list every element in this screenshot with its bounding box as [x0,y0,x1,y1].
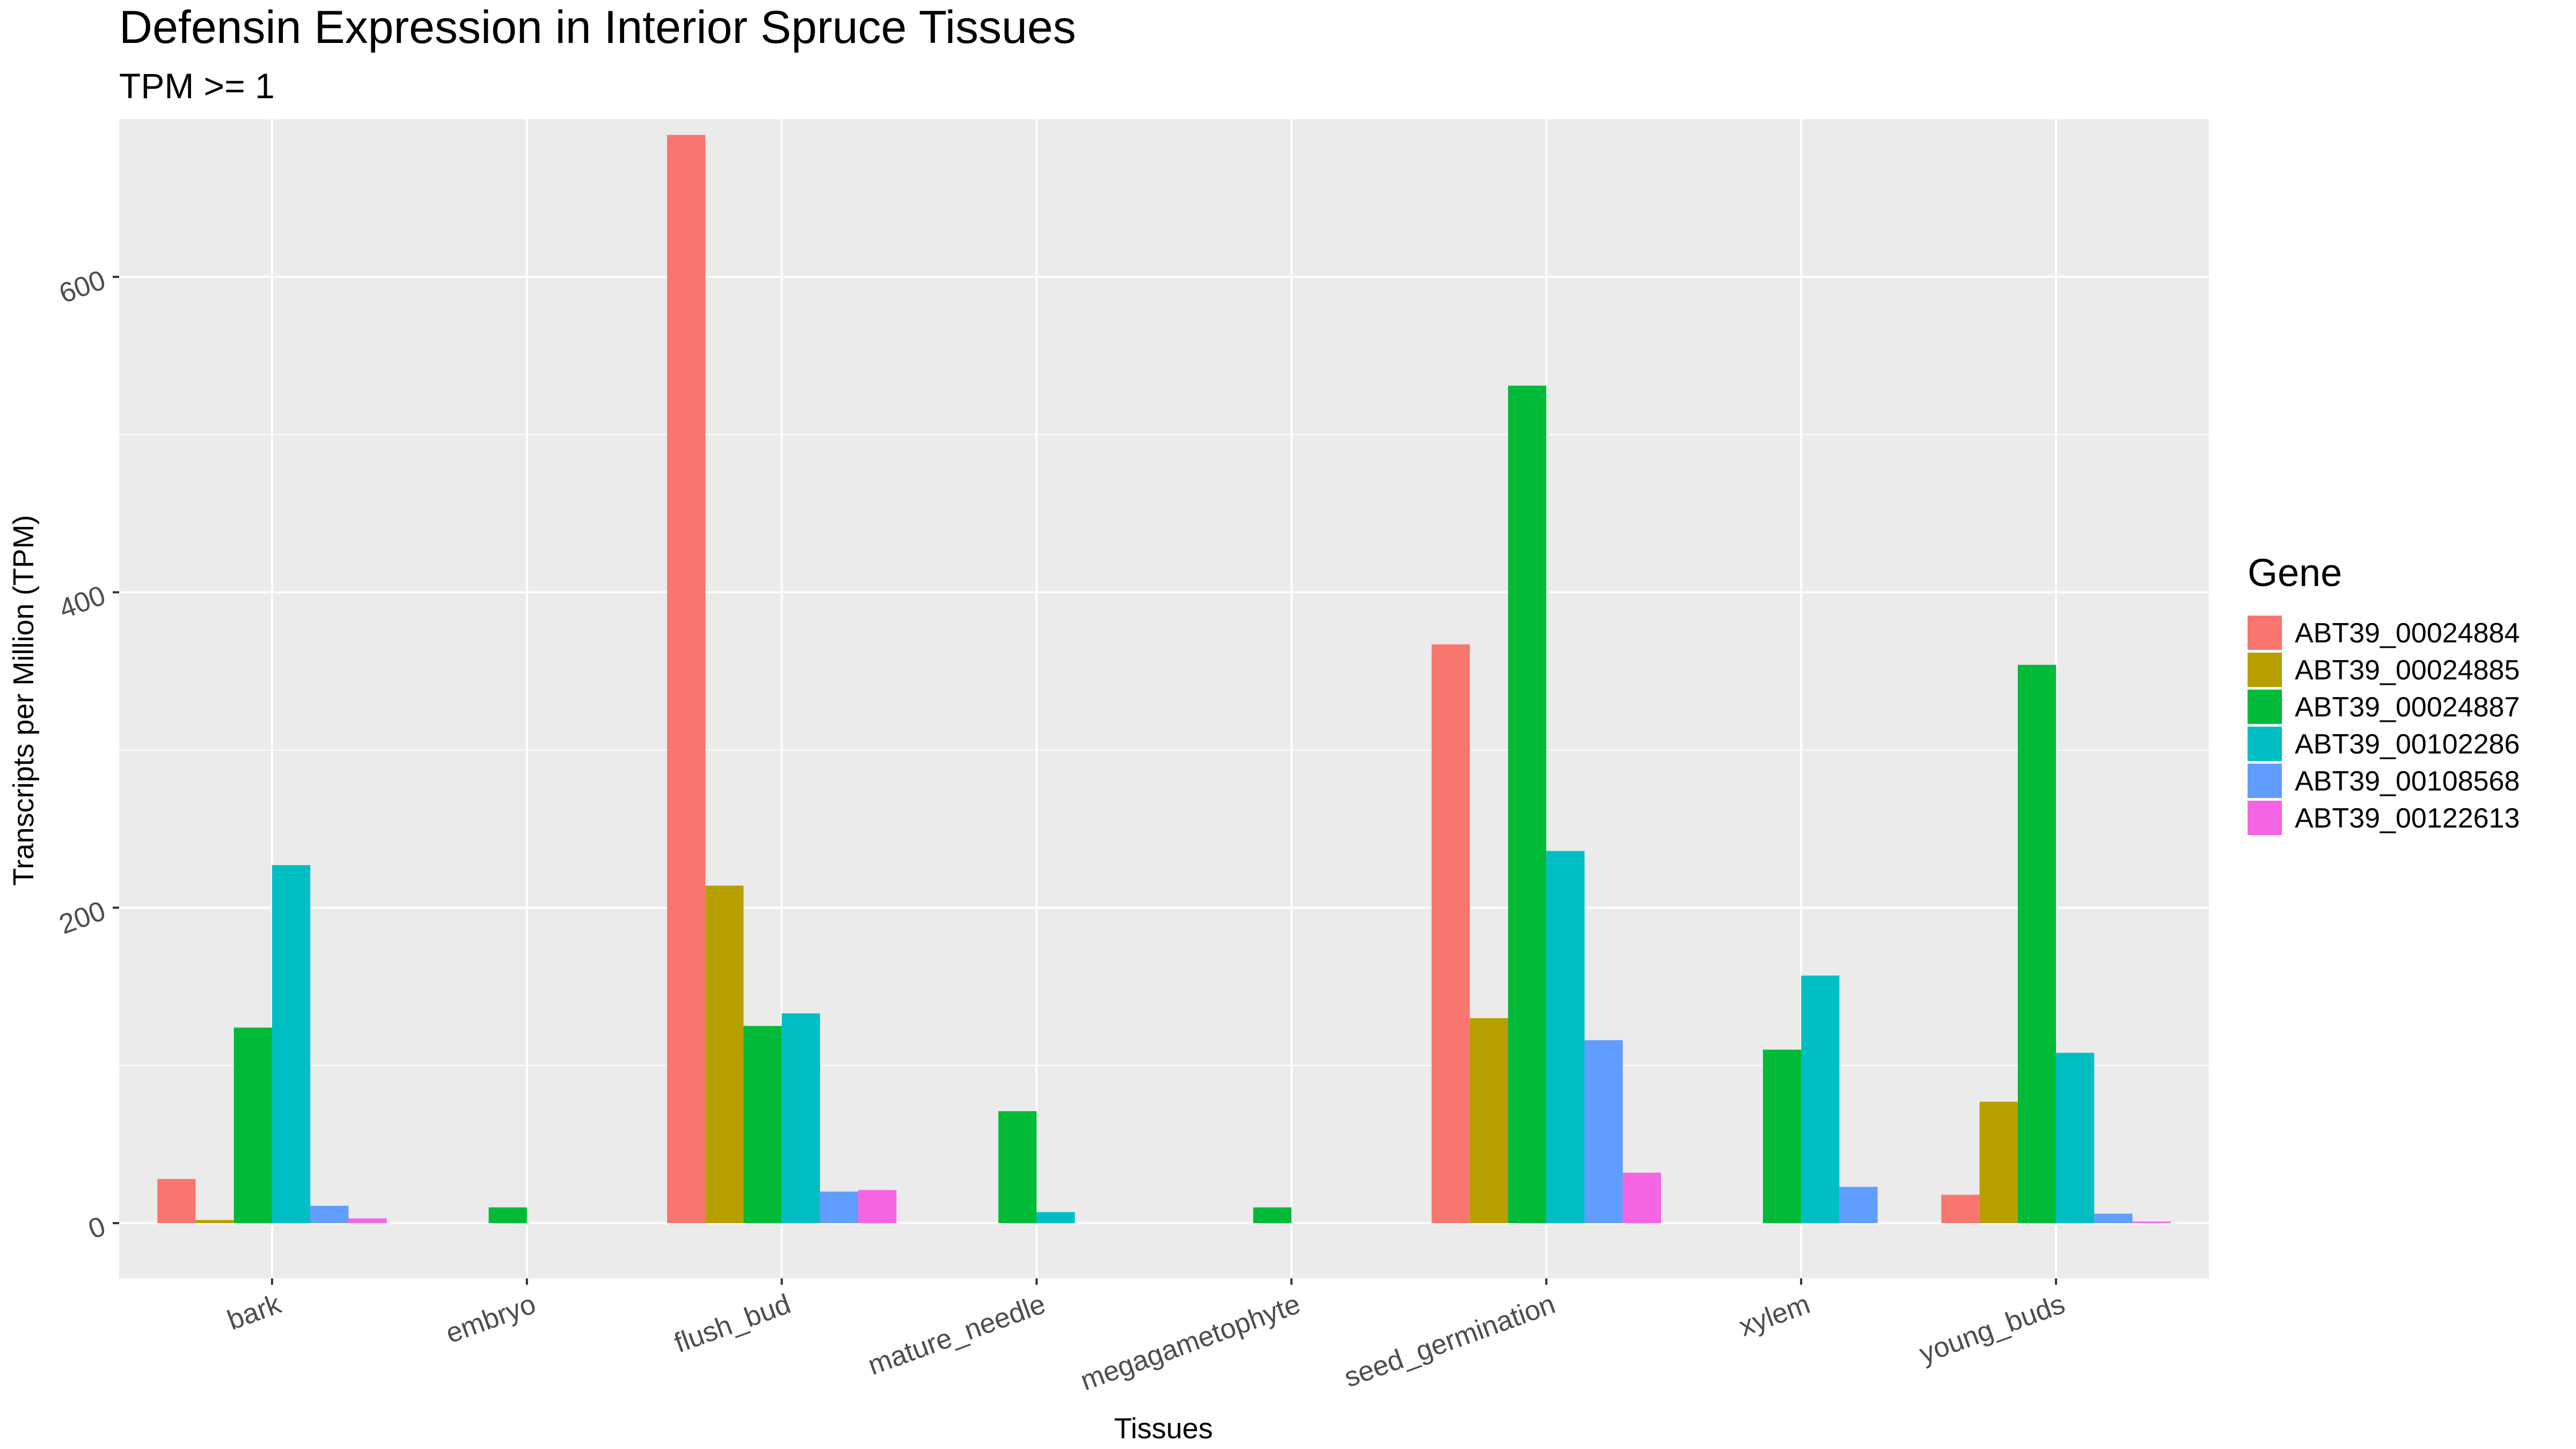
legend: Gene ABT39_00024884ABT39_00024885ABT39_0… [2248,552,2520,835]
bar-ABT39_00024887-seed_germination [1508,385,1547,1224]
legend-label: ABT39_00024887 [2295,692,2520,723]
x-tick-label: seed_germination [1340,1289,1559,1394]
legend-key [2248,653,2282,687]
x-tick-label: megagametophyte [1077,1289,1305,1397]
y-axis: 0 200 400 600 [55,265,119,1245]
legend-label: ABT39_00024885 [2295,655,2520,686]
x-axis-label: Tissues [1114,1413,1213,1445]
bar-ABT39_00102286-flush_bud [781,1013,820,1224]
x-tick-label: embryo [442,1289,540,1350]
chart-subtitle: TPM >= 1 [119,66,275,106]
bar-ABT39_00108568-seed_germination [1584,1040,1623,1224]
legend-key [2248,764,2282,798]
bar-ABT39_00122613-flush_bud [858,1190,897,1224]
legend-label: ABT39_00122613 [2295,803,2520,834]
legend-label: ABT39_00024884 [2295,618,2520,649]
bar-ABT39_00024885-flush_bud [705,885,744,1224]
bar-ABT39_00024887-young_buds [2017,664,2057,1224]
bar-ABT39_00024887-megagametophyte [1253,1207,1292,1224]
bar-ABT39_00102286-xylem [1801,975,1840,1224]
x-tick-label: bark [223,1288,286,1336]
bar-ABT39_00024885-seed_germination [1469,1018,1509,1224]
bar-ABT39_00102286-young_buds [2056,1052,2095,1224]
bar-ABT39_00108568-xylem [1839,1187,1878,1224]
legend-items: ABT39_00024884 ABT39_00024885 ABT39_000248… [2248,616,2520,835]
legend-key [2248,690,2282,724]
bar-ABT39_00024887-xylem [1762,1049,1802,1224]
bar-ABT39_00108568-young_buds [2094,1213,2133,1224]
bar-ABT39_00024887-embryo [488,1207,527,1224]
bar-ABT39_00024887-flush_bud [743,1026,782,1224]
plot-panel [119,119,2209,1278]
legend-label: ABT39_00102286 [2295,729,2520,760]
bar-ABT39_00108568-bark [310,1205,349,1224]
bar-ABT39_00122613-bark [348,1218,387,1224]
x-tick-label: flush_bud [670,1289,795,1359]
bar-ABT39_00102286-mature_needle [1036,1212,1075,1224]
x-tick-label: mature_needle [864,1289,1050,1381]
y-tick-label: 400 [55,580,109,625]
legend-key [2248,616,2282,650]
y-tick-label: 200 [55,895,109,940]
bar-ABT39_00122613-seed_germination [1622,1173,1662,1224]
y-axis-label: Transcripts per Million (TPM) [8,515,40,885]
legend-key [2248,801,2282,835]
x-tick-label: xylem [1735,1289,1814,1343]
bar-ABT39_00122613-young_buds [2132,1221,2171,1224]
y-tick-label: 600 [55,265,109,310]
x-tick-label: young_buds [1915,1289,2069,1370]
bar-ABT39_00024885-young_buds [1979,1101,2018,1224]
bar-ABT39_00102286-bark [272,865,311,1224]
bar-ABT39_00024884-flush_bud [667,135,706,1224]
y-tick-label: 0 [84,1211,109,1245]
legend-label: ABT39_00108568 [2295,766,2520,797]
bar-ABT39_00024884-young_buds [1941,1195,1980,1224]
bar-ABT39_00102286-seed_germination [1546,851,1585,1224]
bar-ABT39_00024884-seed_germination [1431,644,1470,1224]
x-axis: bark embryo flush_bud mature_needle megagame… [223,1278,2069,1397]
legend-title: Gene [2248,552,2342,595]
bar-ABT39_00024885-bark [195,1220,234,1224]
legend-key [2248,727,2282,761]
bar-ABT39_00024887-mature_needle [998,1111,1037,1224]
chart-title: Defensin Expression in Interior Spruce T… [119,2,1076,53]
bar-ABT39_00024884-bark [157,1179,196,1224]
bar-ABT39_00108568-flush_bud [819,1191,859,1224]
bar-ABT39_00024887-bark [233,1027,272,1224]
panel-background [119,119,2209,1278]
